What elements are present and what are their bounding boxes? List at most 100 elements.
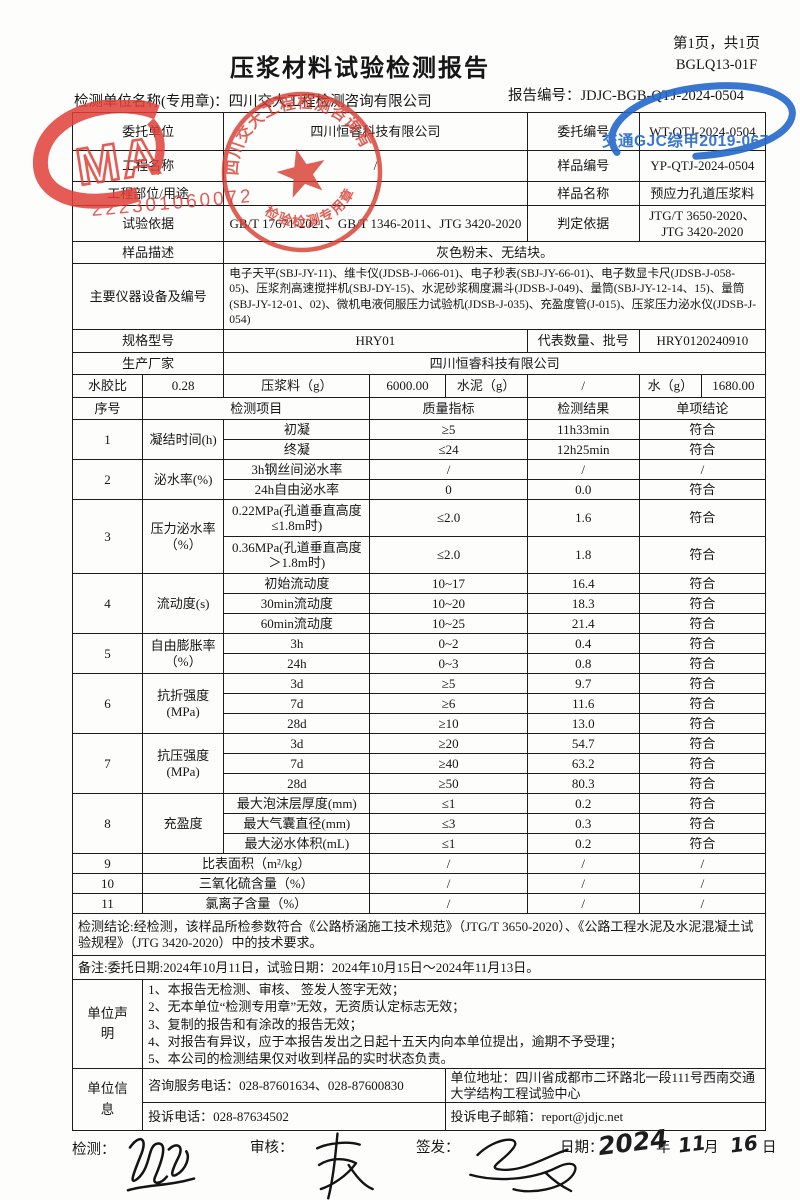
result-value: 13.0 bbox=[526, 713, 640, 735]
result-value: / bbox=[526, 459, 640, 481]
verdict: 符合 bbox=[638, 499, 767, 538]
month-unit: 月 bbox=[704, 1140, 719, 1156]
spec-value: ≥10 bbox=[369, 713, 528, 735]
verdict: 符合 bbox=[638, 653, 767, 675]
row-no: 11 bbox=[71, 893, 144, 915]
mix-label: 水泥（g） bbox=[444, 374, 528, 399]
test-subitem: 0.36MPa(孔道垂直高度＞1.8m时) bbox=[223, 536, 371, 575]
table-row: 主要仪器设备及编号 电子天平(SBJ-JY-11)、维卡仪(JDSB-J-066-… bbox=[71, 262, 766, 331]
test-subitem: 最大泌水体积(mL) bbox=[223, 833, 371, 855]
spec-value: 0~3 bbox=[369, 653, 528, 675]
info-value: 四川恒睿科技有限公司 bbox=[223, 352, 766, 376]
table-row: 7d ≥40 63.2 符合 bbox=[73, 753, 767, 775]
col-header-spec: 质量指标 bbox=[369, 397, 528, 421]
col-header-item: 检测项目 bbox=[142, 397, 371, 421]
form-code: BGLQ13-01F bbox=[675, 57, 758, 74]
result-value: 1.6 bbox=[526, 499, 640, 538]
test-subitem: 7d bbox=[223, 693, 371, 715]
verdict: 符合 bbox=[638, 673, 767, 695]
test-item-group: 压力泌水率（%） bbox=[142, 499, 225, 575]
spec-value: ≤24 bbox=[369, 439, 528, 461]
table-row: 单位声明 1、本报告无检测、审核、 签发人签字无效； 2、无本单位“检测专用章”无效… bbox=[71, 979, 766, 1069]
inspector-signature bbox=[126, 1137, 196, 1192]
info-label: 判定依据 bbox=[526, 205, 640, 242]
spec-value: / bbox=[369, 873, 528, 895]
service-phone: 咨询服务电话：028-87601634、028-87600830 bbox=[142, 1067, 446, 1104]
verdict: 符合 bbox=[638, 713, 767, 735]
complaint-phone: 投诉电话：028-87634502 bbox=[142, 1102, 446, 1132]
verdict: 符合 bbox=[638, 773, 767, 795]
test-subitem: 3d bbox=[223, 733, 371, 755]
spec-value: 10~17 bbox=[369, 573, 528, 595]
info-label: 样品编号 bbox=[526, 150, 640, 182]
table-row: 10 三氧化硫含量（%） / / / bbox=[71, 873, 767, 895]
table-row: 8 充盈度 最大泡沫层厚度(mm) ≤1 0.2 符合 bbox=[71, 793, 767, 855]
spec-value: / bbox=[369, 853, 528, 875]
spec-value: / bbox=[369, 893, 528, 915]
spec-value: ≥5 bbox=[369, 419, 528, 441]
row-no: 2 bbox=[71, 459, 144, 501]
table-row: 7 抗压强度(MPa) 3d ≥20 54.7 符合 bbox=[71, 733, 767, 795]
info-value: 灰色粉末、无结块。 bbox=[223, 241, 766, 264]
result-value: 12h25min bbox=[526, 439, 640, 461]
row-no: 9 bbox=[71, 853, 144, 875]
mix-value: 6000.00 bbox=[369, 374, 446, 399]
mix-label: 水（g） bbox=[638, 374, 702, 399]
info-label: 工程部位/用途 bbox=[71, 181, 225, 206]
spec-value: 0 bbox=[369, 479, 528, 501]
table-row: 备注:委托日期:2024年10月11日，试验日期：2024年10月15日～202… bbox=[72, 955, 766, 981]
test-subitem: 24h bbox=[223, 653, 371, 675]
spec-value: / bbox=[369, 459, 528, 481]
table-row: 28d ≥10 13.0 符合 bbox=[73, 713, 767, 735]
verdict: 符合 bbox=[638, 613, 767, 635]
inspector-label: 检测： bbox=[72, 1142, 116, 1158]
unit-info-label: 单位信息 bbox=[71, 1067, 144, 1132]
verdict: / bbox=[638, 893, 767, 915]
statement-label: 单位声明 bbox=[71, 979, 144, 1069]
test-subitem: 最大气囊直径(mm) bbox=[223, 813, 371, 835]
info-value: 电子天平(SBJ-JY-11)、维卡仪(JDSB-J-066-01)、电子秒表(… bbox=[223, 262, 766, 331]
table-row: 检测结论:经检测，该样品所检参数符合《公路桥涵施工技术规范》（JTG/T 365… bbox=[72, 913, 766, 957]
spec-value: ≤2.0 bbox=[369, 499, 528, 538]
report-table: 委托单位 四川恒睿科技有限公司 委托编号 WT-QTJ-2024-0504 工程名称 / 样… bbox=[71, 112, 767, 1132]
spec-value: ≥50 bbox=[369, 773, 528, 795]
info-value: / bbox=[223, 150, 528, 182]
statement-line: 4、对报告有异议，应于本报告发出之日起十五天内向本单位提出，逾期不予受理； bbox=[148, 1033, 623, 1049]
result-value: 16.4 bbox=[526, 573, 640, 595]
info-label: 委托编号 bbox=[526, 112, 640, 151]
table-row: 最大气囊直径(mm) ≤3 0.3 符合 bbox=[73, 813, 767, 835]
info-label: 样品名称 bbox=[526, 181, 640, 206]
verdict: 符合 bbox=[638, 439, 767, 461]
result-value: 18.3 bbox=[526, 593, 640, 615]
result-value: 0.2 bbox=[526, 793, 640, 815]
table-row: 规格型号 HRY01 代表数量、批号 HRY0120240910 bbox=[71, 329, 767, 354]
info-label: 工程名称 bbox=[71, 150, 225, 182]
mix-label: 压浆料（g） bbox=[223, 374, 371, 399]
date-label: 日期： bbox=[560, 1140, 604, 1156]
page-corner: 第1页，共1页 BGLQ13-01F bbox=[673, 34, 760, 76]
test-subitem: 7d bbox=[223, 753, 371, 775]
spec-value: ≤1 bbox=[369, 833, 528, 855]
verdict: 符合 bbox=[638, 793, 767, 815]
verdict: 符合 bbox=[638, 733, 767, 755]
issuer-label: 签发： bbox=[416, 1140, 460, 1156]
info-value: YP-QTJ-2024-0504 bbox=[638, 150, 767, 182]
table-row: 5 自由膨胀率（%） 3h 0~2 0.4 符合 bbox=[71, 633, 767, 675]
test-subitem: 最大泡沫层厚度(mm) bbox=[223, 793, 371, 815]
spec-value: ≥40 bbox=[369, 753, 528, 775]
verdict: 符合 bbox=[638, 833, 767, 855]
row-no: 6 bbox=[71, 673, 144, 735]
table-row: 投诉电话：028-87634502 投诉电子邮箱：report@jdjc.net bbox=[73, 1102, 767, 1132]
verdict: 符合 bbox=[638, 573, 767, 595]
info-label: 规格型号 bbox=[71, 329, 225, 354]
testing-unit-line: 检测单位名称(专用章)：四川交大工程检测咨询有限公司 bbox=[74, 94, 432, 110]
table-row: 工程部位/用途 / 样品名称 预应力孔道压浆料 bbox=[71, 181, 767, 206]
result-value: 0.3 bbox=[526, 813, 640, 835]
issuer-signature bbox=[469, 1138, 577, 1193]
info-label: 生产厂家 bbox=[71, 352, 225, 376]
test-subitem: 3h bbox=[223, 633, 371, 655]
verdict: / bbox=[638, 873, 767, 895]
table-row: 1 凝结时间(h) 初凝 ≥5 11h33min 符合 bbox=[71, 419, 767, 461]
test-subitem: 3d bbox=[223, 673, 371, 695]
